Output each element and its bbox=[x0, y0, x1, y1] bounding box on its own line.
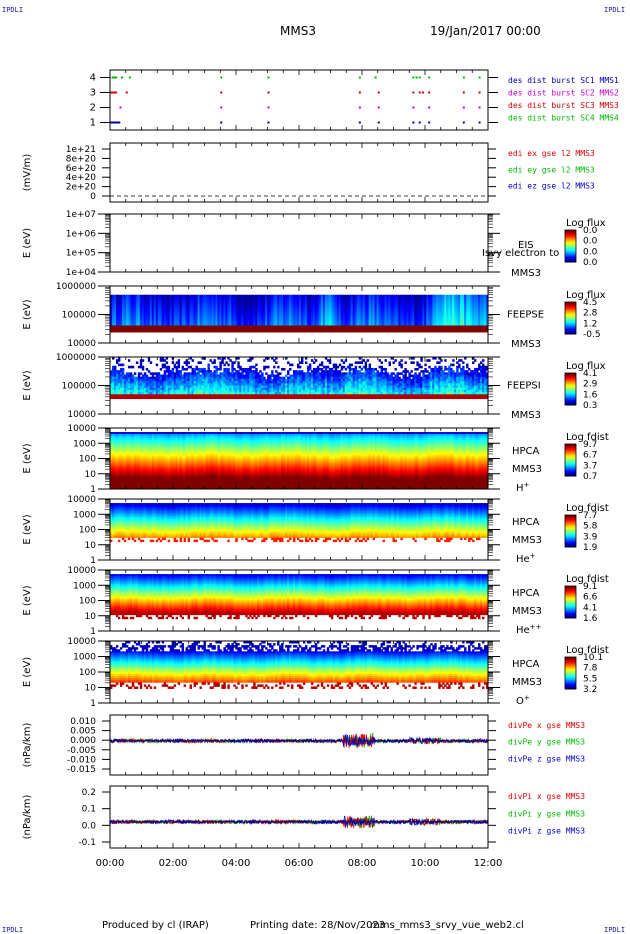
panel-eis-colorbar-tick: 0.0 bbox=[583, 247, 598, 257]
panel-frame bbox=[110, 143, 488, 202]
panel-eis-colorbar-tick: 0.0 bbox=[583, 258, 598, 268]
panel-burst-burst-mark bbox=[126, 92, 128, 94]
panel-burst-legend-entry: des dist burst SC3 MMS3 bbox=[508, 101, 619, 110]
panel-eis-ytick-label: 1e+05 bbox=[66, 249, 96, 259]
panel-burst-burst-mark bbox=[463, 92, 465, 94]
panel-eis-ytick-label: 1e+04 bbox=[66, 268, 97, 278]
panel-burst-ytick-label: 3 bbox=[90, 88, 96, 99]
panel-burst-burst-mark bbox=[268, 77, 270, 79]
panel-burst-ytick-label: 2 bbox=[90, 103, 96, 114]
panel-eis-overlay-label: Isvy electron to bbox=[482, 248, 559, 259]
panel-burst-legend-entry: des dist burst SC4 MMS4 bbox=[508, 114, 619, 123]
panel-edi-legend-entry: edi ey gse l2 MMS3 bbox=[508, 165, 595, 174]
panel-frame bbox=[110, 70, 488, 130]
panel-edi-ytick-label: 6e+20 bbox=[66, 164, 97, 174]
panel-burst-burst-mark bbox=[359, 92, 361, 94]
panel-burst-burst-mark bbox=[113, 92, 117, 94]
panel-burst-burst-mark bbox=[375, 77, 377, 79]
panel-eis-ytick-label: 1e+06 bbox=[66, 229, 97, 239]
panel-burst-burst-mark bbox=[428, 77, 430, 79]
panel-burst-burst-mark bbox=[220, 77, 222, 79]
panel-edi-ytick-label: 0 bbox=[90, 192, 96, 202]
panel-burst-burst-mark bbox=[479, 77, 481, 79]
panel-burst-burst-mark bbox=[412, 122, 414, 124]
panel-burst-burst-mark bbox=[359, 122, 361, 124]
panel-frame bbox=[110, 214, 488, 272]
panel-burst-burst-mark bbox=[268, 122, 270, 124]
panel-burst-burst-mark bbox=[479, 92, 481, 94]
panel-burst-ytick-label: 4 bbox=[90, 73, 96, 84]
panel-edi-legend-entry: edi ex gse l2 MMS3 bbox=[508, 149, 595, 158]
panel-edi-ylabel: (mV/m) bbox=[22, 154, 33, 192]
panel-burst-burst-mark bbox=[220, 122, 222, 124]
panel-edi-ytick-label: 1e+21 bbox=[66, 145, 96, 155]
panel-burst-burst-mark bbox=[419, 92, 421, 94]
panel-burst-burst-mark bbox=[268, 92, 270, 94]
panel-burst-burst-mark bbox=[129, 77, 131, 79]
panel-burst-burst-mark bbox=[412, 107, 414, 109]
panel-burst-burst-mark bbox=[463, 77, 465, 79]
panel-burst-burst-mark bbox=[220, 107, 222, 109]
panel-burst-burst-mark bbox=[428, 92, 430, 94]
panel-eis-spacecraft-label: MMS3 bbox=[511, 268, 541, 279]
panel-burst-burst-mark bbox=[113, 77, 117, 79]
panel-burst-burst-mark bbox=[121, 77, 123, 79]
panel-eis-colorbar-tick: 0.0 bbox=[583, 226, 598, 236]
panel-eis-ylabel: E (eV) bbox=[22, 228, 33, 258]
panel-edi-ytick-label: 2e+20 bbox=[66, 183, 97, 193]
panel-burst-burst-mark bbox=[412, 77, 414, 79]
mms-summary-plot: 1 2 3 4 des dist burst SC1 MMS1 des dist burs… bbox=[0, 0, 630, 934]
panel-burst-burst-mark bbox=[463, 122, 465, 124]
panel-burst-burst-mark bbox=[116, 122, 120, 124]
panel-burst-burst-mark bbox=[419, 122, 421, 124]
panel-burst-burst-mark bbox=[359, 77, 361, 79]
panel-burst-legend-entry: des dist burst SC2 MMS2 bbox=[508, 89, 619, 98]
panel-eis-ytick-label: 1e+07 bbox=[66, 210, 96, 220]
panel-burst-burst-mark bbox=[428, 107, 430, 109]
panel-burst-burst-mark bbox=[479, 122, 481, 124]
panel-burst-burst-mark bbox=[220, 92, 222, 94]
panel-edi-ytick-label: 8e+20 bbox=[66, 154, 97, 164]
panel-burst-burst-mark bbox=[428, 122, 430, 124]
panel-burst-burst-mark bbox=[422, 92, 424, 94]
panel-eis-colorbar-tick: 0.0 bbox=[583, 237, 598, 247]
panel-burst-burst-mark bbox=[359, 107, 361, 109]
panel-burst-burst-mark bbox=[378, 122, 380, 124]
panel-edi-ytick-label: 4e+20 bbox=[66, 173, 97, 183]
panel-burst-legend-entry: des dist burst SC1 MMS1 bbox=[508, 76, 619, 85]
panel-burst-burst-mark bbox=[419, 77, 421, 79]
panel-edi-legend-entry: edi ez gse l2 MMS3 bbox=[508, 182, 595, 191]
panel-burst-burst-mark bbox=[412, 92, 414, 94]
panel-burst-burst-mark bbox=[416, 77, 418, 79]
panel-burst-burst-mark bbox=[479, 107, 481, 109]
panel-burst-burst-mark bbox=[268, 107, 270, 109]
panel-burst-ytick-label: 1 bbox=[90, 118, 96, 129]
panel-burst-burst-mark bbox=[378, 107, 380, 109]
panel-burst-burst-mark bbox=[378, 92, 380, 94]
panel-burst-burst-mark bbox=[119, 107, 121, 109]
panel-burst-burst-mark bbox=[463, 107, 465, 109]
